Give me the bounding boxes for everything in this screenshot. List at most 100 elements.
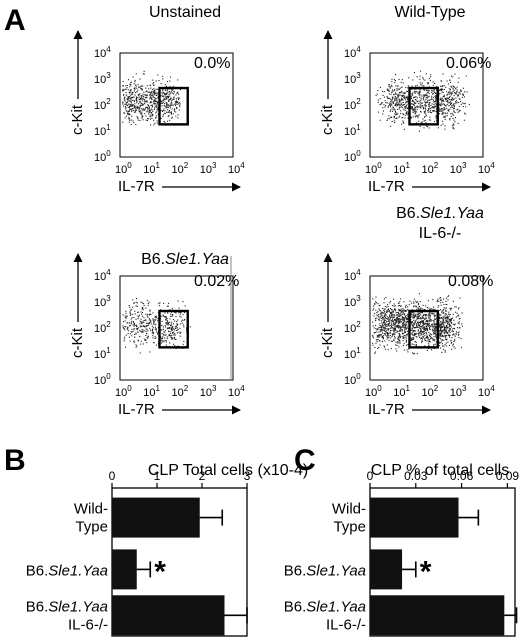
event-dot — [160, 95, 162, 97]
event-dot — [377, 111, 379, 113]
event-dot — [424, 112, 426, 114]
event-dot — [129, 325, 131, 327]
event-dot — [429, 309, 431, 311]
event-dot — [441, 102, 443, 104]
event-dot — [405, 100, 407, 102]
category-label: B6.Sle1.Yaa — [284, 598, 366, 615]
event-dot — [390, 325, 392, 327]
event-dot — [393, 305, 395, 307]
event-dot — [407, 318, 409, 320]
event-dot — [142, 93, 144, 95]
event-dot — [434, 120, 436, 122]
event-dot — [421, 122, 423, 124]
event-dot — [428, 342, 430, 344]
event-dot — [155, 116, 157, 118]
event-dot — [130, 105, 132, 107]
event-dot — [391, 333, 393, 335]
event-dot — [392, 320, 394, 322]
event-dot — [421, 82, 423, 84]
event-dot — [411, 100, 413, 102]
event-dot — [132, 93, 134, 95]
event-dot — [379, 319, 381, 321]
event-dot — [372, 321, 374, 323]
event-dot — [420, 110, 422, 112]
event-dot — [153, 90, 155, 92]
event-dot — [390, 316, 392, 318]
event-dot — [170, 335, 172, 337]
event-dot — [148, 91, 150, 93]
event-dot — [427, 300, 429, 302]
event-dot — [432, 110, 434, 112]
event-dot — [403, 322, 405, 324]
event-dot — [395, 318, 397, 320]
event-dot — [423, 321, 425, 323]
event-dot — [448, 97, 450, 99]
event-dot — [440, 331, 442, 333]
event-dot — [406, 344, 408, 346]
event-dot — [403, 324, 405, 326]
event-dot — [170, 325, 172, 327]
event-dot — [450, 319, 452, 321]
event-dot — [431, 107, 433, 109]
event-dot — [446, 323, 448, 325]
event-dot — [440, 328, 442, 330]
event-dot — [403, 109, 405, 111]
event-dot — [417, 322, 419, 324]
event-dot — [447, 101, 449, 103]
event-dot — [410, 312, 412, 314]
event-dot — [429, 333, 431, 335]
event-dot — [424, 318, 426, 320]
event-dot — [438, 326, 440, 328]
event-dot — [390, 93, 392, 95]
event-dot — [150, 124, 152, 126]
event-dot — [433, 321, 435, 323]
event-dot — [123, 338, 125, 340]
event-dot — [410, 322, 412, 324]
event-dot — [170, 323, 172, 325]
event-dot — [444, 315, 446, 317]
event-dot — [393, 323, 395, 325]
event-dot — [381, 335, 383, 337]
event-dot — [451, 112, 453, 114]
event-dot — [418, 106, 420, 108]
event-dot — [400, 103, 402, 105]
event-dot — [143, 317, 145, 319]
event-dot — [440, 321, 442, 323]
event-dot — [435, 106, 437, 108]
event-dot — [462, 93, 464, 95]
event-dot — [135, 97, 137, 99]
event-dot — [413, 330, 415, 332]
event-dot — [439, 329, 441, 331]
event-dot — [426, 92, 428, 94]
event-dot — [413, 344, 415, 346]
event-dot — [447, 97, 449, 99]
event-dot — [447, 299, 449, 301]
event-dot — [412, 314, 414, 316]
event-dot — [135, 344, 137, 346]
event-dot — [140, 112, 142, 114]
event-dot — [405, 317, 407, 319]
event-dot — [416, 308, 418, 310]
event-dot — [388, 102, 390, 104]
event-dot — [154, 328, 156, 330]
event-dot — [438, 300, 440, 302]
event-dot — [390, 109, 392, 111]
event-dot — [411, 106, 413, 108]
event-dot — [424, 329, 426, 331]
event-dot — [407, 117, 409, 119]
event-dot — [433, 329, 435, 331]
event-dot — [449, 313, 451, 315]
event-dot — [165, 85, 167, 87]
event-dot — [418, 324, 420, 326]
event-dot — [183, 324, 185, 326]
event-dot — [448, 322, 450, 324]
event-dot — [145, 101, 147, 103]
event-dot — [144, 113, 146, 115]
event-dot — [400, 336, 402, 338]
event-dot — [177, 114, 179, 116]
event-dot — [389, 335, 391, 337]
event-dot — [413, 335, 415, 337]
event-dot — [153, 99, 155, 101]
event-dot — [141, 325, 143, 327]
event-dot — [429, 326, 431, 328]
